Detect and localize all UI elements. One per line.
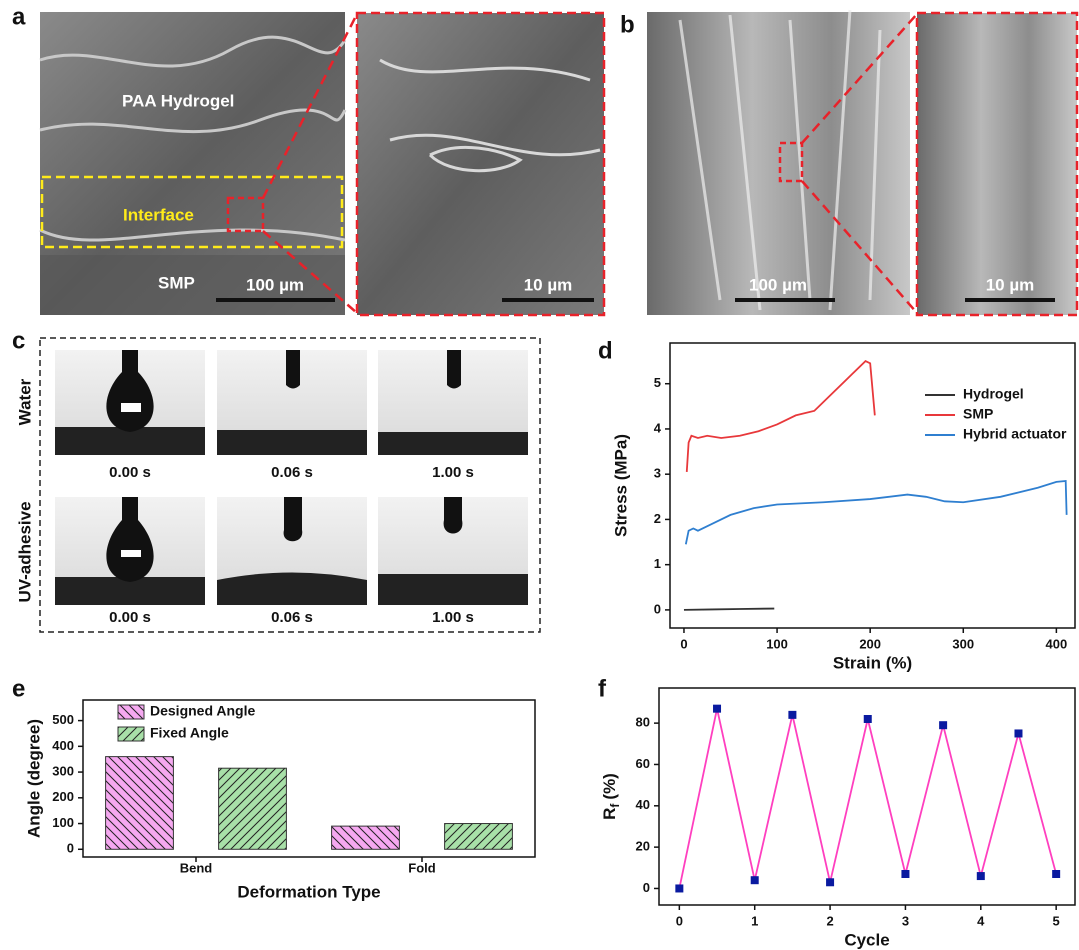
x-tick-label: 1 xyxy=(751,913,758,928)
x-tick-label: 5 xyxy=(1053,913,1060,928)
highlight xyxy=(121,550,141,557)
data-line xyxy=(686,481,1067,544)
data-marker xyxy=(1052,870,1060,878)
time-label: 0.00 s xyxy=(109,464,151,481)
figure: a PAA Hydrogel Interface SMP 100 µm 10 µ… xyxy=(0,0,1079,950)
y-axis-label: Stress (MPa) xyxy=(611,434,630,537)
droplet xyxy=(444,497,463,534)
y-tick-label: 80 xyxy=(636,715,650,730)
y-tick-label: 5 xyxy=(654,375,661,390)
data-marker xyxy=(713,705,721,713)
needle xyxy=(286,350,300,389)
x-axis-label: Deformation Type xyxy=(237,882,380,901)
bar xyxy=(445,824,513,850)
label-part: R xyxy=(600,808,619,820)
x-tick-label: Bend xyxy=(180,860,213,875)
time-label: 0.06 s xyxy=(271,609,313,626)
legend-label: Designed Angle xyxy=(150,703,255,719)
y-tick-label: 400 xyxy=(52,738,74,753)
data-line xyxy=(679,709,1056,889)
data-marker xyxy=(864,715,872,723)
y-tick-label: 2 xyxy=(654,511,661,526)
x-tick-label: 300 xyxy=(952,636,974,651)
y-tick-label: 20 xyxy=(636,839,650,854)
substrate xyxy=(378,574,528,605)
y-tick-label: 4 xyxy=(654,420,662,435)
time-label: 1.00 s xyxy=(432,609,474,626)
x-tick-label: 100 xyxy=(766,636,788,651)
scale-label: 100 µm xyxy=(749,275,807,294)
data-marker xyxy=(1014,729,1022,737)
label-part: f xyxy=(608,803,622,808)
data-line xyxy=(684,609,774,610)
annotation: SMP xyxy=(158,273,195,292)
substrate xyxy=(217,573,367,606)
annotation: Interface xyxy=(123,205,194,224)
data-line xyxy=(687,361,875,472)
panel-label: b xyxy=(620,11,635,38)
y-tick-label: 0 xyxy=(643,880,650,895)
y-tick-label: 0 xyxy=(67,841,74,856)
y-tick-label: 100 xyxy=(52,815,74,830)
substrate xyxy=(217,430,367,455)
legend-label: SMP xyxy=(963,406,993,422)
legend-swatch xyxy=(118,727,144,741)
highlight xyxy=(121,403,141,412)
row-label: UV-adhesive xyxy=(15,501,34,602)
y-axis-label: Rf (%) xyxy=(600,773,622,820)
label-part: (%) xyxy=(600,773,619,799)
x-tick-label: 2 xyxy=(826,913,833,928)
data-marker xyxy=(751,876,759,884)
x-tick-label: 400 xyxy=(1046,636,1068,651)
panel-label: f xyxy=(598,675,607,702)
y-tick-label: 40 xyxy=(636,797,650,812)
data-marker xyxy=(939,721,947,729)
legend-label: Hybrid actuator xyxy=(963,426,1067,442)
bar xyxy=(106,757,174,850)
x-axis-label: Strain (%) xyxy=(833,653,912,672)
scale-label: 100 µm xyxy=(246,275,304,294)
scale-label: 10 µm xyxy=(986,275,1035,294)
row-label: Water xyxy=(15,378,34,425)
scale-label: 10 µm xyxy=(524,275,573,294)
time-label: 0.06 s xyxy=(271,464,313,481)
time-label: 0.00 s xyxy=(109,609,151,626)
y-tick-label: 300 xyxy=(52,764,74,779)
legend-label: Hydrogel xyxy=(963,386,1024,402)
panel-label: a xyxy=(12,3,26,30)
x-tick-label: 0 xyxy=(680,636,687,651)
droplet xyxy=(284,497,303,541)
bar xyxy=(219,768,287,849)
y-tick-label: 3 xyxy=(654,466,661,481)
x-tick-label: 0 xyxy=(676,913,683,928)
y-tick-label: 1 xyxy=(654,556,661,571)
y-axis-label: Angle (degree) xyxy=(24,719,43,838)
annotation: PAA Hydrogel xyxy=(122,91,234,110)
y-tick-label: 60 xyxy=(636,756,650,771)
x-tick-label: 200 xyxy=(859,636,881,651)
legend-swatch xyxy=(118,705,144,719)
x-axis-label: Cycle xyxy=(844,930,889,949)
x-tick-label: 4 xyxy=(977,913,985,928)
time-label: 1.00 s xyxy=(432,464,474,481)
panel-label: c xyxy=(12,327,25,354)
x-tick-label: 3 xyxy=(902,913,909,928)
substrate xyxy=(378,432,528,455)
data-marker xyxy=(977,872,985,880)
panel-label: e xyxy=(12,675,25,702)
sem-inset xyxy=(917,13,1077,315)
sem-inset xyxy=(357,13,604,315)
x-tick-label: Fold xyxy=(408,860,435,875)
y-tick-label: 500 xyxy=(52,712,74,727)
data-marker xyxy=(826,878,834,886)
y-tick-label: 0 xyxy=(654,601,661,616)
data-marker xyxy=(788,711,796,719)
data-marker xyxy=(675,884,683,892)
y-tick-label: 200 xyxy=(52,789,74,804)
bar xyxy=(332,826,400,849)
needle xyxy=(447,350,461,389)
legend-label: Fixed Angle xyxy=(150,725,229,741)
panel-label: d xyxy=(598,337,613,364)
data-marker xyxy=(901,870,909,878)
